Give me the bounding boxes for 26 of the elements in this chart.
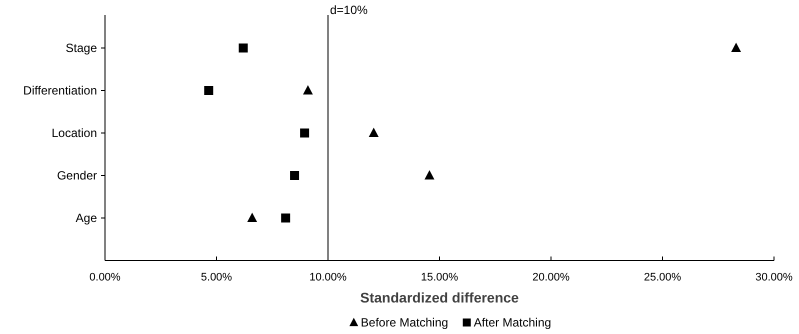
point [247,212,258,222]
x-tick-label: 25.00% [644,272,682,284]
point [238,44,248,52]
y-tick-label: Stage [66,41,98,55]
y-tick-label: Age [76,211,98,225]
ref-line-label: d=10% [330,3,368,17]
x-tick-label: 10.00% [309,272,347,284]
point [204,86,214,95]
x-tick-label: 15.00% [420,272,458,284]
point [302,85,313,95]
point [368,128,379,138]
point [424,170,434,180]
y-tick-label: Differentiation [23,84,97,98]
x-tick-label: 5.00% [200,272,232,284]
point [731,42,742,52]
y-tick-label: Gender [56,168,97,182]
x-tick-label: 20.00% [532,272,570,284]
point [290,171,300,180]
x-axis-title: Standardized difference [360,290,520,306]
point [300,128,310,138]
legend-label: Before Matching [360,316,448,330]
y-tick-label: Location [52,126,97,140]
legend-label: After Matching [474,316,552,330]
x-tick-label: 30.00% [755,272,793,284]
x-tick-label: 0.00% [89,272,121,284]
point [281,214,290,222]
